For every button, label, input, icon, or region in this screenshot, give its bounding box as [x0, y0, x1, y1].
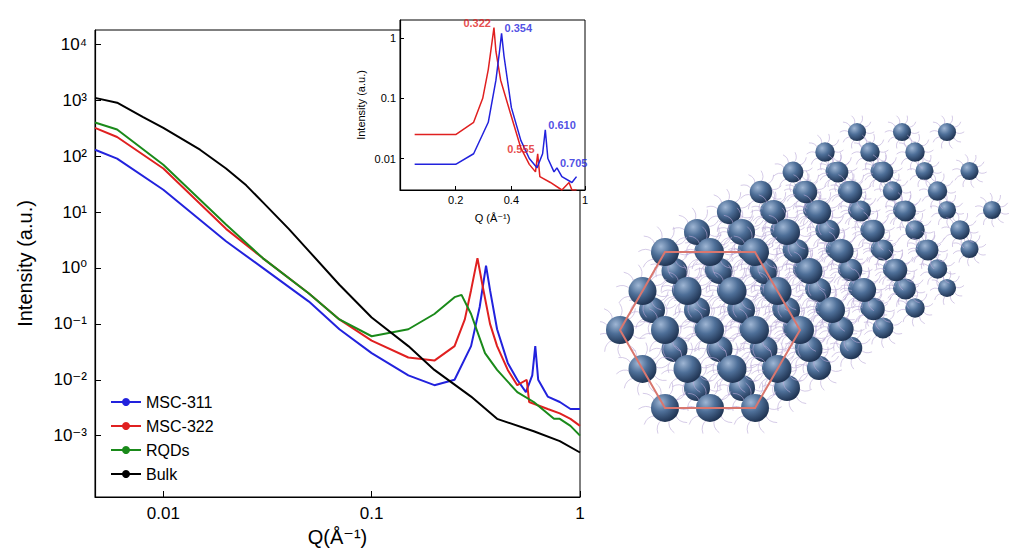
svg-text:0.01: 0.01 — [375, 153, 396, 165]
svg-text:0.1: 0.1 — [360, 504, 384, 523]
svg-text:0.354: 0.354 — [505, 22, 533, 34]
svg-text:RQDs: RQDs — [146, 442, 190, 459]
svg-text:1: 1 — [575, 504, 584, 523]
svg-text:0.555: 0.555 — [507, 143, 535, 155]
svg-text:0.2: 0.2 — [448, 194, 463, 206]
svg-text:0.705: 0.705 — [560, 157, 588, 169]
svg-text:10¹: 10¹ — [62, 203, 87, 222]
svg-text:10⁰: 10⁰ — [61, 258, 87, 277]
svg-text:10⁴: 10⁴ — [61, 35, 87, 54]
svg-text:0.1: 0.1 — [381, 92, 396, 104]
svg-text:10⁻³: 10⁻³ — [53, 426, 87, 445]
svg-text:Q(Å⁻¹): Q(Å⁻¹) — [308, 526, 367, 548]
svg-text:0.4: 0.4 — [504, 194, 519, 206]
svg-text:1: 1 — [582, 194, 588, 206]
svg-text:0.322: 0.322 — [463, 17, 491, 29]
svg-text:Intensity (a.u.): Intensity (a.u.) — [355, 70, 367, 140]
svg-text:Bulk: Bulk — [146, 466, 178, 483]
svg-text:10⁻¹: 10⁻¹ — [53, 314, 87, 333]
svg-text:10⁻²: 10⁻² — [53, 370, 87, 389]
svg-text:Q (Å⁻¹): Q (Å⁻¹) — [475, 212, 511, 224]
svg-text:1: 1 — [390, 32, 396, 44]
svg-text:MSC-322: MSC-322 — [146, 418, 214, 435]
svg-text:10³: 10³ — [62, 91, 87, 110]
svg-text:10²: 10² — [62, 147, 87, 166]
svg-text:Intensity (a.u.): Intensity (a.u.) — [14, 200, 36, 327]
svg-text:0.610: 0.610 — [548, 119, 576, 131]
svg-text:0.01: 0.01 — [147, 504, 180, 523]
svg-text:MSC-311: MSC-311 — [146, 394, 212, 411]
